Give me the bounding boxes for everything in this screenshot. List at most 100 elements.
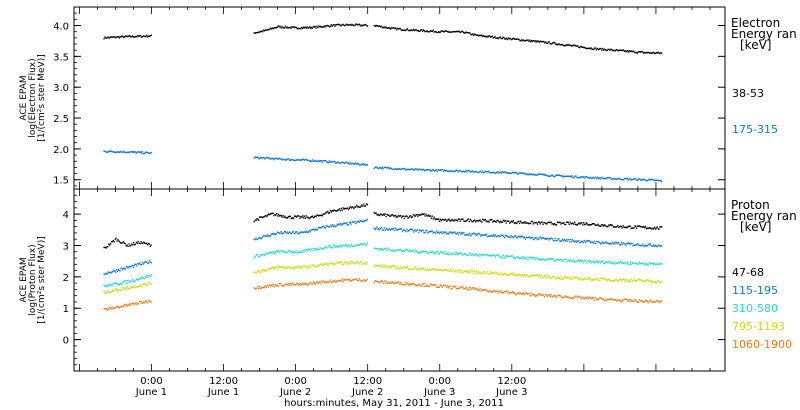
- data-point: [284, 215, 286, 218]
- data-point: [139, 278, 141, 280]
- data-point: [653, 301, 656, 303]
- data-point: [603, 278, 605, 280]
- data-point: [126, 286, 128, 288]
- data-point: [407, 230, 409, 233]
- data-point: [609, 262, 612, 264]
- data-point: [641, 179, 643, 181]
- data-point: [310, 216, 312, 218]
- data-point: [429, 30, 431, 33]
- data-point: [357, 279, 360, 282]
- data-point: [302, 158, 304, 160]
- data-point: [648, 301, 650, 303]
- data-point: [354, 162, 357, 164]
- data-point: [379, 281, 381, 284]
- data-point: [605, 225, 607, 227]
- data-point: [425, 251, 427, 253]
- data-point: [318, 248, 320, 251]
- data-point: [353, 207, 355, 210]
- data-point: [588, 177, 591, 179]
- data-point: [585, 47, 587, 49]
- data-point: [657, 279, 659, 282]
- data-point: [434, 30, 436, 33]
- data-point: [396, 282, 398, 284]
- data-point: [512, 292, 515, 294]
- data-point: [644, 262, 647, 265]
- data-point: [501, 234, 503, 237]
- data-point: [374, 247, 376, 249]
- data-point: [472, 287, 474, 289]
- data-point: [411, 268, 413, 270]
- data-point: [340, 25, 342, 27]
- data-point: [124, 243, 126, 245]
- x-tick-label-date: June 1: [207, 387, 239, 398]
- data-point: [115, 269, 118, 271]
- data-point: [540, 236, 542, 239]
- data-point: [276, 26, 278, 28]
- data-point: [479, 287, 481, 290]
- data-point: [403, 284, 405, 286]
- data-point: [546, 259, 548, 261]
- data-point: [426, 285, 428, 287]
- data-point: [504, 219, 506, 222]
- data-point: [507, 236, 509, 238]
- data-point: [265, 285, 267, 287]
- data-point: [639, 178, 641, 181]
- data-point: [261, 287, 263, 289]
- data-point: [530, 256, 532, 258]
- data-point: [649, 243, 651, 245]
- data-point: [580, 222, 582, 224]
- data-point: [145, 151, 147, 153]
- data-point: [324, 263, 326, 266]
- data-point: [358, 23, 360, 26]
- data-point: [127, 245, 129, 247]
- data-point: [442, 269, 444, 271]
- data-point: [541, 294, 544, 296]
- data-point: [578, 46, 580, 48]
- data-point: [438, 286, 441, 288]
- data-point: [556, 258, 558, 261]
- data-point: [428, 252, 431, 254]
- data-point: [440, 285, 442, 287]
- data-point: [350, 280, 352, 282]
- data-point: [493, 36, 495, 39]
- data-point: [452, 268, 454, 271]
- data-point: [291, 217, 293, 220]
- legend-entry: 175-315: [732, 123, 778, 136]
- data-point: [608, 278, 610, 281]
- data-point: [146, 244, 149, 246]
- data-point: [456, 219, 458, 221]
- data-point: [409, 250, 412, 252]
- data-point: [324, 213, 326, 215]
- data-point: [481, 233, 483, 236]
- data-point: [642, 243, 644, 245]
- data-point: [280, 158, 283, 160]
- data-point: [497, 235, 499, 237]
- data-point: [458, 269, 460, 271]
- data-point: [139, 284, 141, 287]
- data-point: [123, 267, 126, 270]
- data-point: [610, 224, 613, 226]
- data-point: [353, 24, 355, 27]
- data-point: [449, 170, 451, 172]
- data-point: [517, 221, 519, 223]
- data-point: [394, 227, 396, 229]
- data-point: [619, 49, 621, 51]
- data-point: [347, 24, 350, 26]
- data-point: [390, 266, 393, 268]
- data-point: [110, 271, 112, 274]
- data-point: [339, 279, 342, 281]
- data-point: [626, 298, 628, 301]
- data-point: [390, 282, 393, 284]
- data-point: [565, 239, 567, 241]
- data-point: [555, 258, 557, 261]
- data-point: [403, 229, 405, 232]
- data-point: [560, 223, 562, 225]
- data-point: [463, 288, 465, 290]
- x-tick-label-time: 0:00: [140, 376, 162, 387]
- data-point: [261, 30, 263, 32]
- data-point: [610, 243, 613, 245]
- data-point: [428, 169, 430, 171]
- data-point: [328, 212, 330, 214]
- data-point: [255, 237, 257, 239]
- data-point: [299, 217, 301, 219]
